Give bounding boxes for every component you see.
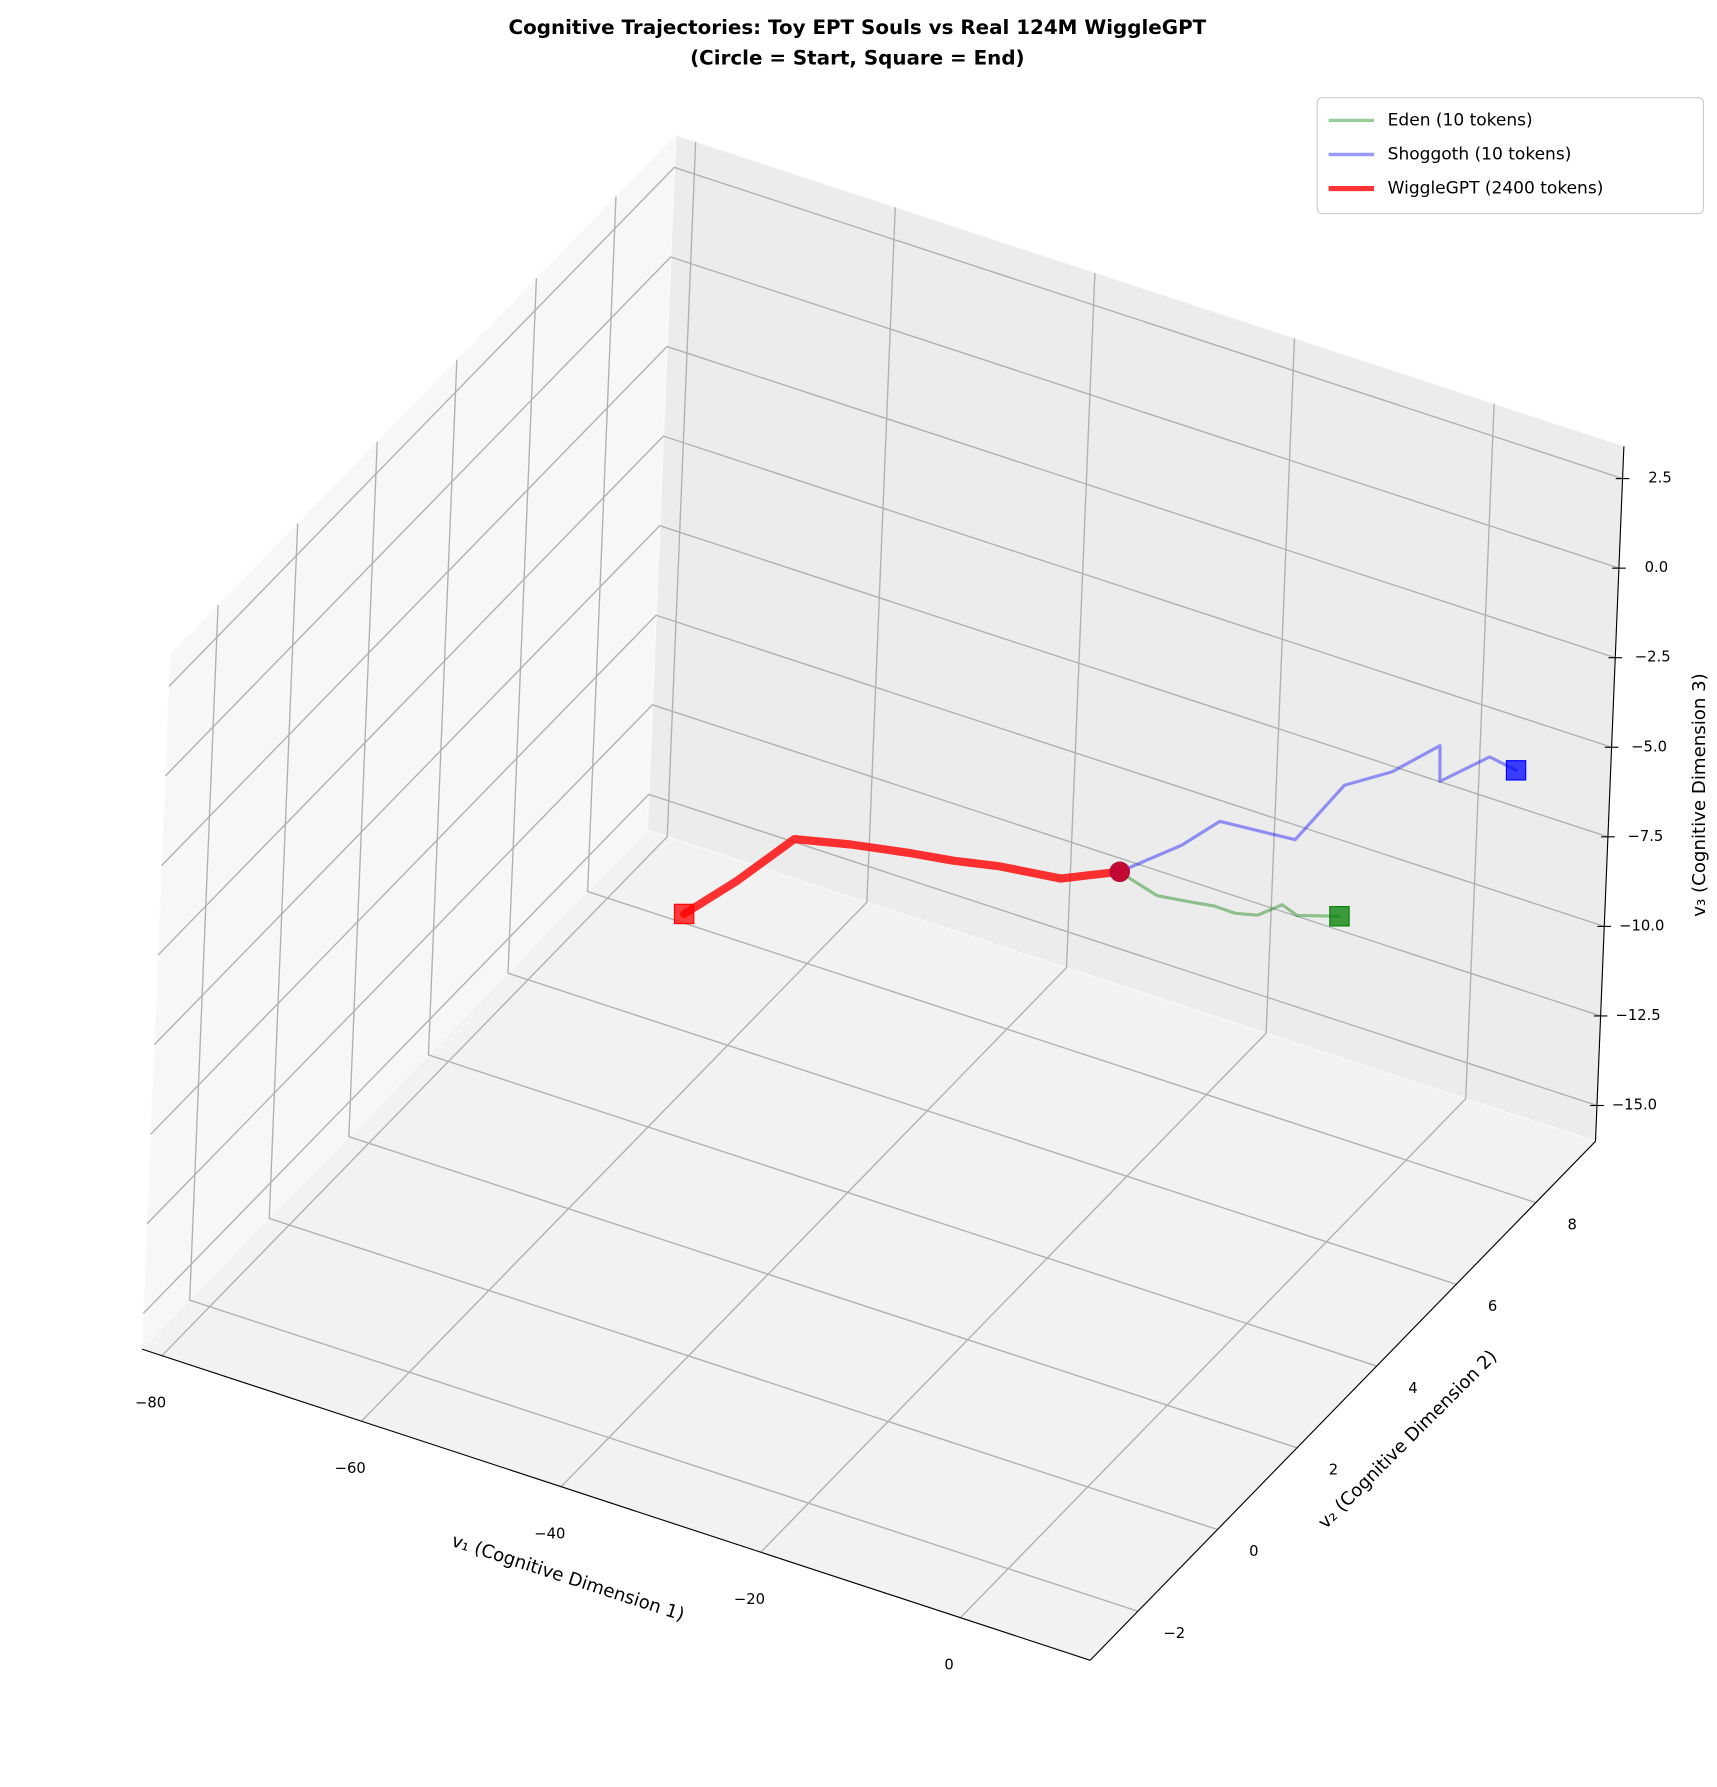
z-axis-title: v₃ (Cognitive Dimension 3) [1689, 673, 1710, 917]
legend-label: WiggleGPT (2400 tokens) [1388, 179, 1604, 199]
x-axis-title: v₁ (Cognitive Dimension 1) [449, 1530, 687, 1625]
x-axis [141, 1348, 1091, 1661]
end-marker [1505, 760, 1527, 781]
z-tick-label: −10.0 [1619, 917, 1664, 934]
series-line [1118, 744, 1518, 874]
z-tick-label: −12.5 [1615, 1007, 1660, 1024]
x-tick-label: −20 [734, 1591, 765, 1608]
y-grid-line [268, 523, 1218, 1531]
x-tick-label: 0 [944, 1656, 953, 1673]
y-grid-line [188, 605, 1139, 1612]
z-tick-label: 2.5 [1648, 470, 1671, 487]
z-tick-label: −5.0 [1631, 738, 1667, 755]
y-grid-line [348, 441, 1298, 1449]
end-marker [673, 903, 695, 925]
legend-label: Shoggoth (10 tokens) [1388, 145, 1572, 165]
y-tick-label: 8 [1567, 1216, 1576, 1233]
y-axis [1089, 1140, 1596, 1661]
y-tick-label: 2 [1329, 1462, 1338, 1479]
z-grid-line [161, 345, 1616, 866]
x-tick-label: −80 [135, 1394, 166, 1411]
z-grid-line [146, 704, 1601, 1225]
z-grid-line [142, 793, 1598, 1314]
y-grid-line [507, 278, 1457, 1285]
x-tick-label: −40 [534, 1525, 565, 1542]
chart-subtitle: (Circle = Start, Square = End) [690, 47, 1024, 70]
x-grid-line [560, 272, 1096, 1488]
chart-title: Cognitive Trajectories: Toy EPT Souls vs… [509, 16, 1207, 39]
y-tick-label: 6 [1488, 1298, 1497, 1315]
z-axis [1594, 446, 1625, 1142]
start-marker [1109, 861, 1130, 882]
z-grid-line [164, 256, 1620, 777]
z-grid-line [150, 614, 1605, 1135]
x-tick-label: −60 [335, 1460, 366, 1477]
legend-label: Eden (10 tokens) [1388, 110, 1533, 130]
z-grid-line [153, 524, 1609, 1046]
x-grid-line [760, 338, 1296, 1553]
z-tick-label: −7.5 [1627, 828, 1663, 845]
z-grid-line [168, 166, 1623, 687]
y-tick-label: −2 [1163, 1625, 1185, 1642]
z-tick-label: −15.0 [1612, 1097, 1657, 1114]
y-tick-label: 0 [1249, 1543, 1258, 1560]
z-tick-label: 0.0 [1645, 559, 1668, 576]
z-tick-label: −2.5 [1635, 649, 1671, 666]
y-grid-line [427, 359, 1377, 1367]
series-line [1118, 870, 1342, 918]
y-tick-label: 4 [1408, 1380, 1417, 1397]
x-grid-line [959, 403, 1495, 1619]
y-grid-line [586, 196, 1537, 1204]
end-marker [1329, 906, 1350, 927]
series-line [680, 834, 1124, 919]
x-grid-line [361, 207, 896, 1422]
legend-box [1316, 97, 1704, 215]
x-grid-line [161, 141, 697, 1357]
z-grid-line [157, 435, 1612, 956]
